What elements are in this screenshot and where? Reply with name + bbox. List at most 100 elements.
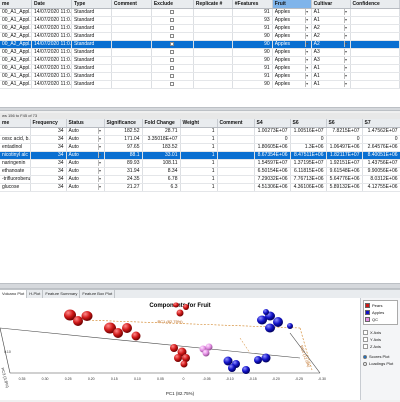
s6-cell[interactable]: 5.64776E+06	[326, 175, 363, 184]
sample-name-cell[interactable]: 00_A1_Appl...	[0, 72, 33, 81]
s6-cell[interactable]: 7.76713E+06	[290, 175, 327, 184]
replicate-cell[interactable]	[193, 48, 233, 57]
s4-cell[interactable]: 6.50154E+06	[254, 167, 291, 176]
feature-name-cell[interactable]	[0, 127, 31, 136]
splitter-top[interactable]	[0, 107, 400, 111]
comment-cell[interactable]	[111, 64, 152, 73]
features-cell[interactable]: 90	[232, 40, 273, 49]
legend-item[interactable]: Apples	[365, 309, 396, 316]
status-cell[interactable]: Auto ▾	[66, 151, 105, 160]
column-header[interactable]: Fold Change	[142, 119, 181, 128]
frequency-cell[interactable]: 34	[30, 175, 67, 184]
cultivar-cell[interactable]: A2 ▾	[311, 24, 351, 33]
comment-cell[interactable]	[217, 151, 255, 160]
s6-cell[interactable]: 0	[290, 135, 327, 144]
column-header[interactable]: Cultivar	[311, 0, 351, 9]
s6-cell[interactable]: 1.00516E+07	[290, 127, 327, 136]
column-header[interactable]: Confidence	[350, 0, 400, 9]
weight-cell[interactable]: 1	[180, 167, 218, 176]
type-cell[interactable]: Standard	[71, 24, 112, 33]
chevron-down-icon[interactable]: ▾	[97, 128, 101, 134]
sample-name-cell[interactable]: 00_A2_Appl...	[0, 24, 33, 33]
column-header[interactable]: S7	[362, 119, 400, 128]
status-cell[interactable]: Auto ▾	[66, 127, 105, 136]
s6-cell[interactable]: 1.3E+06	[290, 143, 327, 152]
axis-checkbox[interactable]	[363, 344, 368, 350]
feature-name-cell[interactable]: nicotinyl alc	[0, 151, 31, 160]
column-header[interactable]: Exclude	[151, 0, 194, 9]
s6-cell[interactable]: 9.61548E+06	[326, 167, 363, 176]
chevron-down-icon[interactable]: ▾	[343, 9, 347, 15]
features-cell[interactable]: 91	[232, 64, 273, 73]
column-header[interactable]: Significance	[104, 119, 143, 128]
exclude-cell[interactable]	[151, 72, 194, 81]
feature-name-cell[interactable]: ethanoate	[0, 167, 31, 176]
comment-cell[interactable]	[217, 175, 255, 184]
chevron-down-icon[interactable]: ▾	[304, 73, 309, 79]
feature-name-cell[interactable]: -trifluorobenzene	[0, 175, 31, 184]
s4-cell[interactable]: 1.54597E+07	[254, 159, 291, 168]
cultivar-cell[interactable]: A3 ▾	[311, 48, 351, 57]
s4-cell[interactable]: 4.51306E+06	[254, 183, 291, 192]
status-cell[interactable]: Auto ▾	[66, 159, 105, 168]
status-cell[interactable]: Auto ▾	[66, 135, 105, 144]
chevron-down-icon[interactable]: ▾	[343, 81, 347, 87]
chevron-down-icon[interactable]: ▾	[304, 9, 309, 15]
confidence-cell[interactable]	[350, 8, 400, 17]
chevron-down-icon[interactable]: ▾	[304, 49, 309, 55]
cultivar-cell[interactable]: A1 ▾	[311, 64, 351, 73]
chevron-down-icon[interactable]: ▾	[304, 17, 309, 23]
exclude-checkbox[interactable]	[170, 49, 175, 54]
comment-cell[interactable]	[217, 183, 255, 192]
fold-change-cell[interactable]: 108.11	[142, 159, 181, 168]
plot-option[interactable]: Loadings Plot	[363, 360, 398, 367]
type-cell[interactable]: Standard	[71, 16, 112, 25]
replicate-cell[interactable]	[193, 24, 233, 33]
weight-cell[interactable]: 1	[180, 143, 218, 152]
fruit-cell[interactable]: Apples ▾	[272, 80, 312, 89]
type-cell[interactable]: Standard	[71, 64, 112, 73]
comment-cell[interactable]	[217, 135, 255, 144]
sample-name-cell[interactable]: 00_A3_Appl...	[0, 48, 33, 57]
column-header[interactable]: Fruit	[272, 0, 312, 9]
table-row[interactable]: 00_A3_Appl... 14/07/2020 11:0... Standard 9…	[0, 48, 400, 57]
comment-cell[interactable]	[111, 48, 152, 57]
exclude-cell[interactable]	[151, 32, 194, 41]
cultivar-cell[interactable]: A3 ▾	[311, 56, 351, 65]
exclude-checkbox[interactable]	[170, 65, 175, 70]
weight-cell[interactable]: 1	[180, 135, 218, 144]
legend-item[interactable]: Pears	[365, 302, 396, 309]
option-radio[interactable]	[363, 361, 367, 366]
chevron-down-icon[interactable]: ▾	[343, 65, 347, 71]
table-row[interactable]: nicotinyl alc 34 Auto ▾ 88.1 33.01 1 8.67354E+0…	[0, 151, 400, 160]
comment-cell[interactable]	[111, 80, 152, 89]
fold-change-cell[interactable]: 3.35018E+07	[142, 135, 181, 144]
axis-item[interactable]: Y Axis	[363, 336, 398, 343]
fruit-cell[interactable]: Apples ▾	[272, 32, 312, 41]
sample-name-cell[interactable]: 00_A1_Appl...	[0, 8, 33, 17]
table-row[interactable]: 34 Auto ▾ 182.52 28.71 1 1.00273E+07 1.00516E+0…	[0, 127, 400, 136]
significance-cell[interactable]: 21.27	[104, 183, 143, 192]
confidence-cell[interactable]	[350, 64, 400, 73]
column-header[interactable]: Date	[31, 0, 72, 9]
status-cell[interactable]: Auto ▾	[66, 143, 105, 152]
fruit-cell[interactable]: Apples ▾	[272, 72, 312, 81]
type-cell[interactable]: Standard	[71, 40, 112, 49]
date-cell[interactable]: 14/07/2020 11:0...	[31, 24, 72, 33]
table-row[interactable]: 00_A2_Appl... 14/07/2020 11:0... Standard 9…	[0, 40, 400, 49]
column-header[interactable]: #Features	[232, 0, 273, 9]
fruit-cell[interactable]: Apples ▾	[272, 24, 312, 33]
exclude-cell[interactable]	[151, 80, 194, 89]
fold-change-cell[interactable]: 6.3	[142, 183, 181, 192]
replicate-cell[interactable]	[193, 16, 233, 25]
table-row[interactable]: 00_A1_Appl... 14/07/2020 11:0... Standard 9…	[0, 80, 400, 89]
chevron-down-icon[interactable]: ▾	[97, 160, 101, 166]
comment-cell[interactable]	[111, 72, 152, 81]
chevron-down-icon[interactable]: ▾	[304, 33, 309, 39]
s6-cell[interactable]: 4.36106E+06	[290, 183, 327, 192]
feature-name-cell[interactable]: naringenin	[0, 159, 31, 168]
column-header[interactable]: me	[0, 119, 31, 128]
chevron-down-icon[interactable]: ▾	[343, 25, 347, 31]
s6-cell[interactable]: 1.06497E+06	[326, 143, 363, 152]
features-cell[interactable]: 93	[232, 16, 273, 25]
